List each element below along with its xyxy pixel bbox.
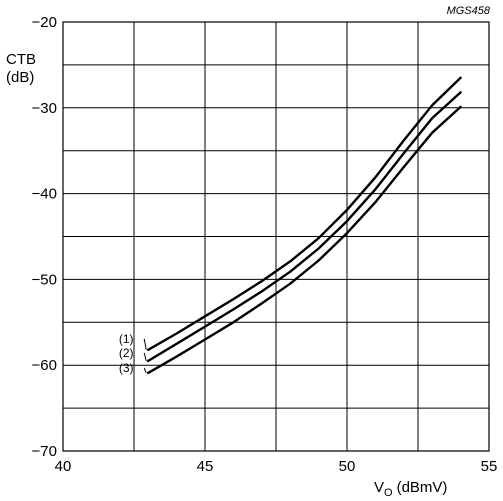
x-axis-label: VO (dBmV) bbox=[374, 479, 447, 499]
data-series bbox=[146, 76, 462, 375]
series-label-leader bbox=[143, 367, 147, 374]
y-axis-label-line2: (dB) bbox=[6, 69, 34, 86]
x-tick-label: 50 bbox=[339, 458, 356, 475]
y-tick-label: −70 bbox=[32, 443, 57, 460]
x-axis-label-unit: (dBmV) bbox=[397, 479, 448, 496]
series-line-2 bbox=[146, 91, 462, 363]
grid-lines bbox=[63, 22, 489, 451]
series-label-1: (1) bbox=[119, 332, 134, 346]
y-tick-labels: −70 −60 −50 −40 −30 −20 bbox=[32, 14, 57, 460]
series-line-3 bbox=[146, 105, 462, 375]
series-label-leader bbox=[143, 352, 147, 362]
y-tick-label: −20 bbox=[32, 14, 57, 31]
series-line-1 bbox=[146, 76, 462, 351]
y-tick-label: −30 bbox=[32, 100, 57, 117]
y-axis-label-line1: CTB bbox=[6, 51, 36, 68]
x-axis-label-subscript: O bbox=[384, 487, 393, 499]
series-label-3: (3) bbox=[119, 361, 134, 375]
y-tick-label: −50 bbox=[32, 271, 57, 288]
x-tick-label: 55 bbox=[481, 458, 498, 475]
x-axis-label-symbol: V bbox=[374, 479, 384, 496]
x-tick-label: 40 bbox=[55, 458, 72, 475]
series-labels: (1)(2)(3) bbox=[119, 332, 147, 375]
plot-frame bbox=[62, 21, 490, 452]
series-label-leader bbox=[143, 338, 147, 350]
x-tick-label: 45 bbox=[197, 458, 214, 475]
figure-id: MGS458 bbox=[447, 5, 491, 17]
x-tick-labels: 40 45 50 55 bbox=[55, 458, 498, 475]
series-label-2: (2) bbox=[119, 346, 134, 360]
y-tick-label: −60 bbox=[32, 357, 57, 374]
y-tick-label: −40 bbox=[32, 186, 57, 203]
